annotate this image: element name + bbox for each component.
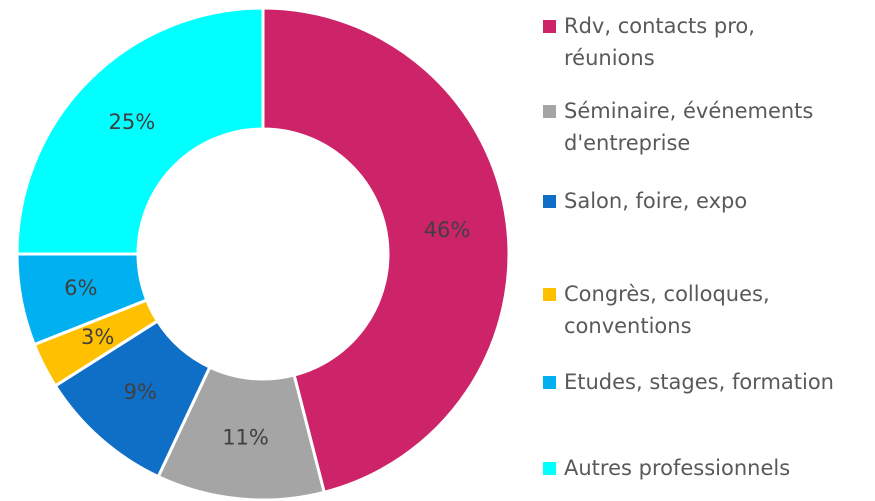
legend-label: Autres professionnels	[564, 456, 791, 480]
legend-swatch	[543, 195, 556, 208]
legend-swatch	[543, 376, 556, 389]
legend-item: Séminaire, événements d'entreprise	[543, 95, 843, 159]
legend-item: Congrès, colloques, conventions	[543, 278, 843, 342]
slice	[261, 6, 511, 495]
legend-item: Etudes, stages, formation	[543, 366, 843, 398]
legend-swatch	[543, 105, 556, 118]
legend-swatch	[543, 20, 556, 33]
legend-item: Salon, foire, expo	[543, 185, 843, 217]
legend-label: Etudes, stages, formation	[564, 370, 834, 394]
data-label: 3%	[81, 325, 114, 349]
data-label: 9%	[124, 380, 157, 404]
data-label: 46%	[424, 218, 471, 242]
legend-swatch	[543, 462, 556, 475]
legend-label: Rdv, contacts pro, réunions	[564, 14, 755, 70]
legend-item: Autres professionnels	[543, 452, 843, 484]
legend-item: Rdv, contacts pro, réunions	[543, 10, 843, 74]
data-label: 6%	[64, 276, 97, 300]
legend-label: Congrès, colloques, conventions	[564, 282, 770, 338]
legend-label: Séminaire, événements d'entreprise	[564, 99, 814, 155]
legend-swatch	[543, 288, 556, 301]
data-label: 25%	[108, 110, 155, 134]
data-label: 11%	[222, 426, 269, 450]
slice	[15, 6, 265, 256]
legend-label: Salon, foire, expo	[564, 189, 748, 213]
